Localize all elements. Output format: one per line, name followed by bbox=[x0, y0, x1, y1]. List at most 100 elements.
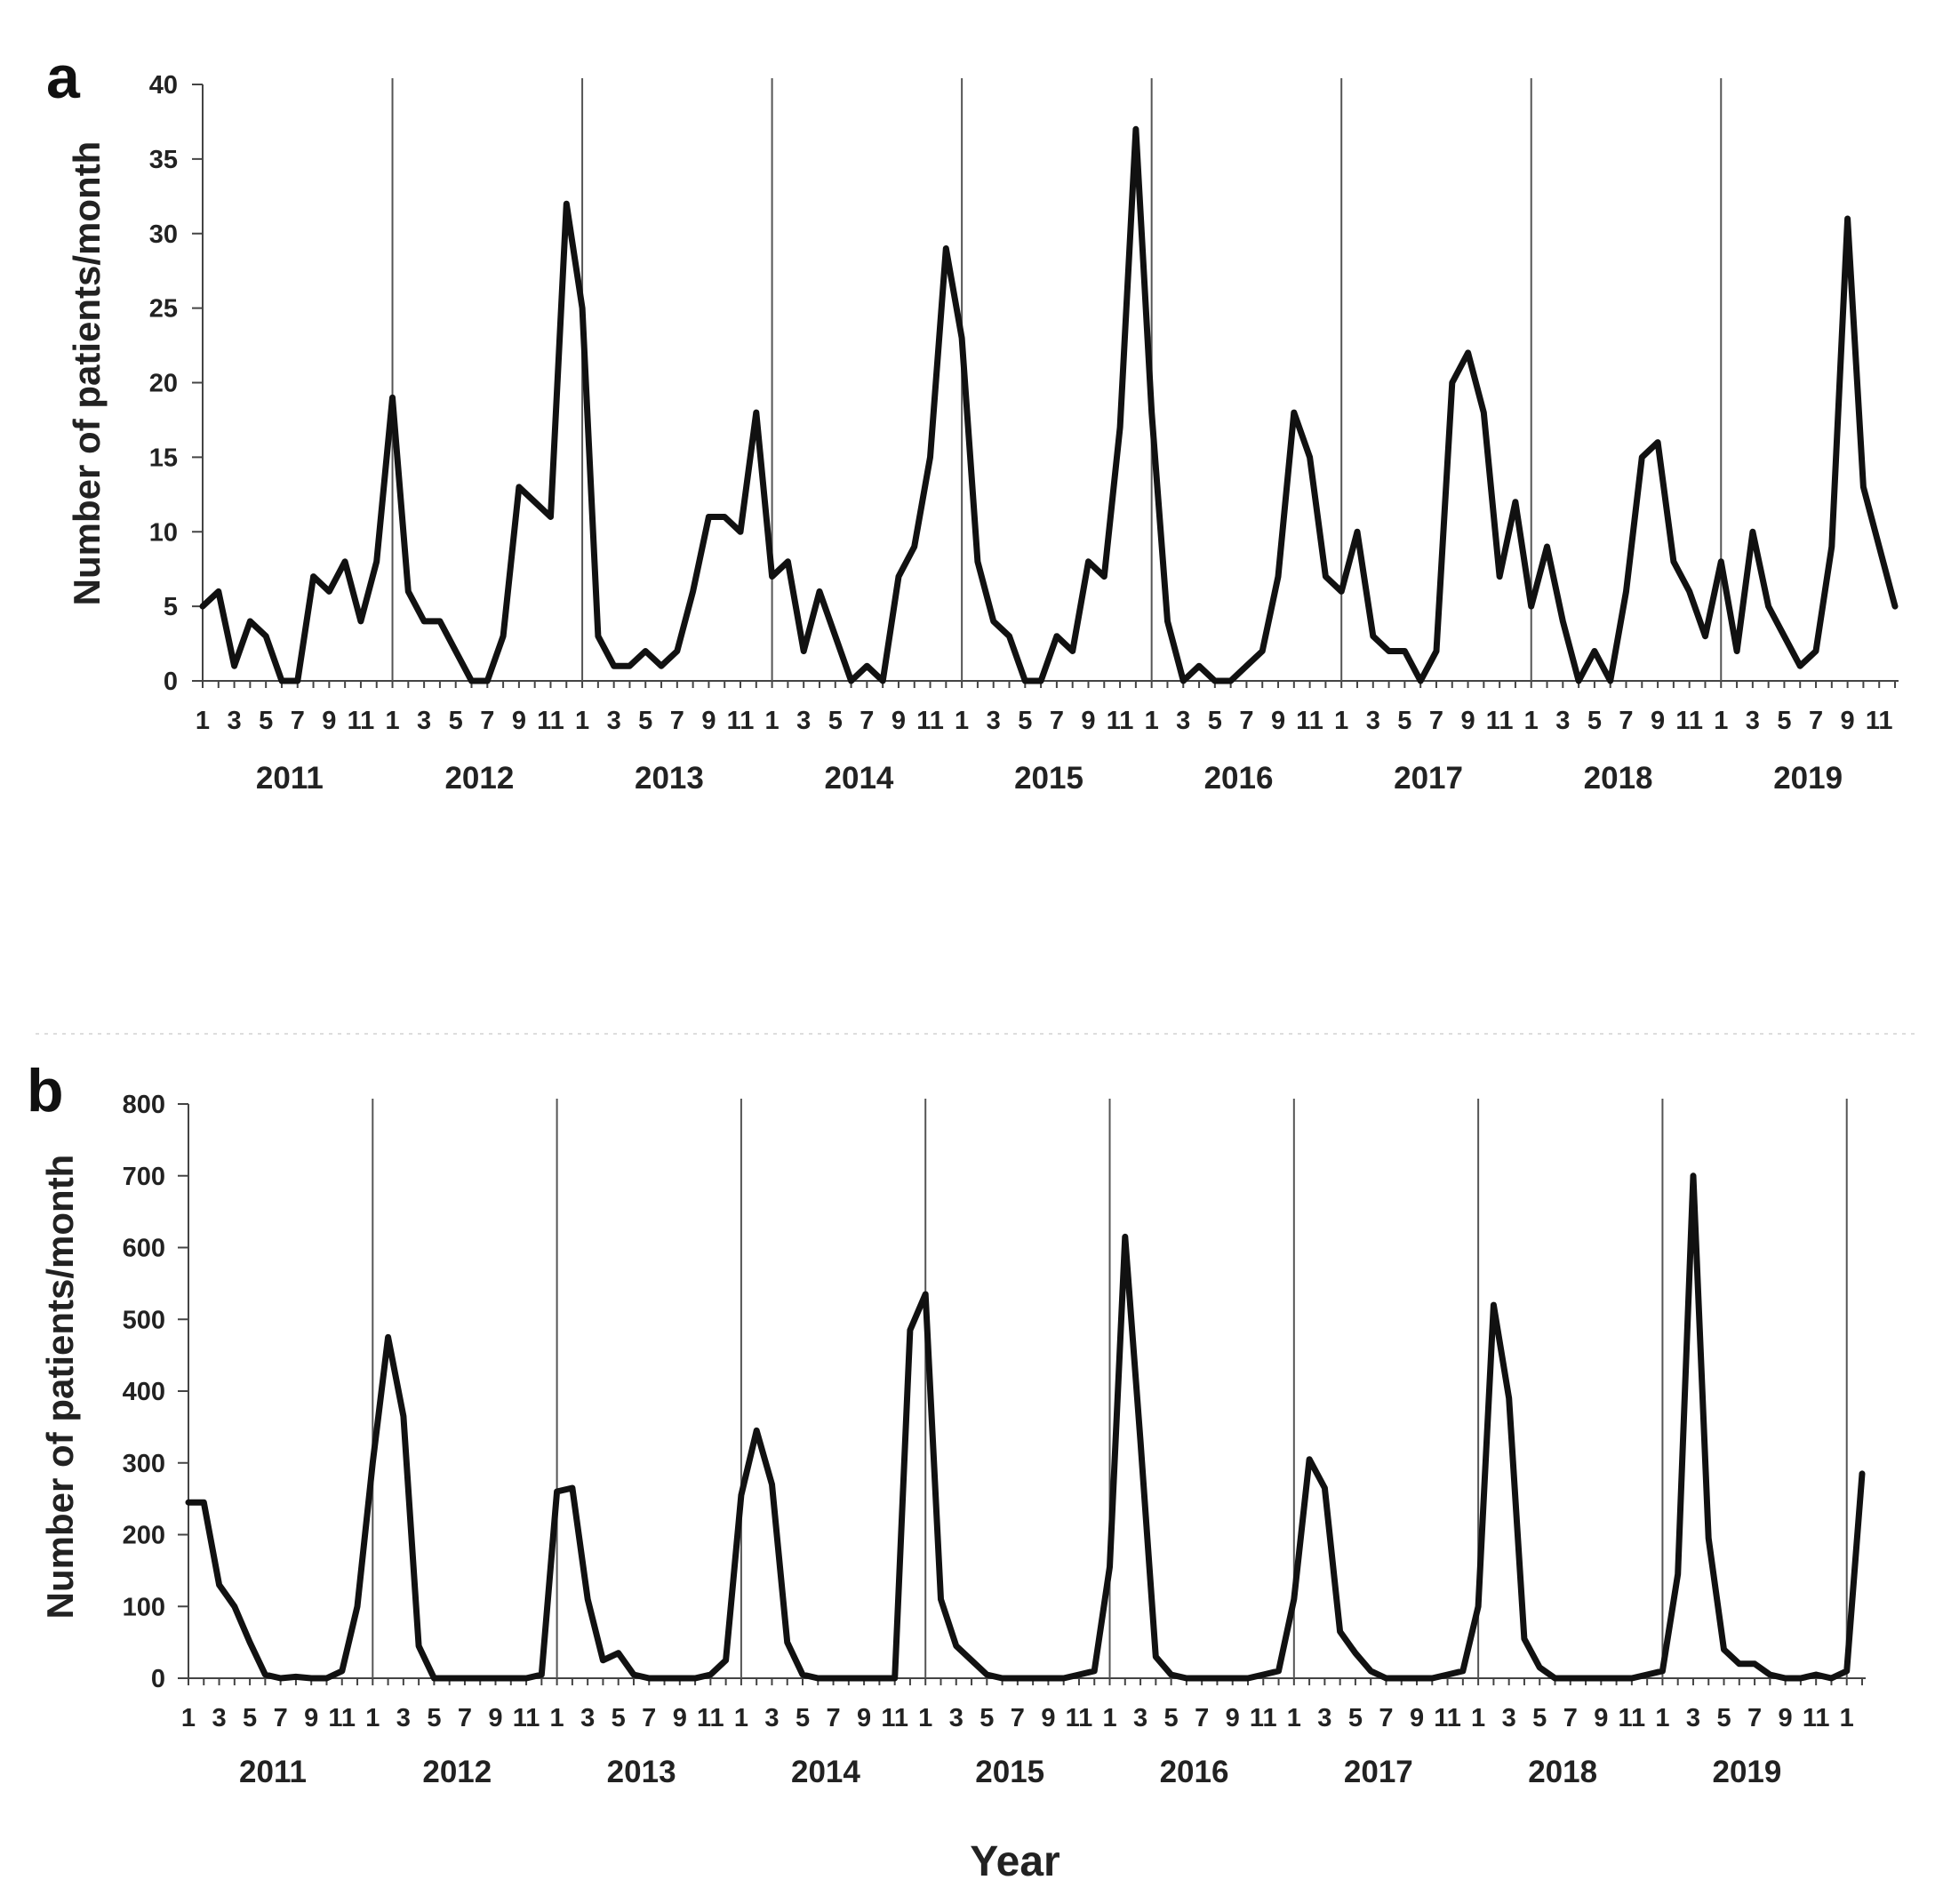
year-label: 2015 bbox=[1014, 761, 1083, 796]
year-label: 2013 bbox=[635, 761, 704, 796]
x-month-label: 5 bbox=[1777, 707, 1791, 735]
x-month-label: 7 bbox=[480, 707, 494, 735]
x-month-label: 11 bbox=[1675, 707, 1703, 735]
x-month-label: 5 bbox=[979, 1704, 994, 1732]
x-month-label: 5 bbox=[259, 707, 273, 735]
x-month-label: 5 bbox=[638, 707, 652, 735]
x-month-label: 5 bbox=[796, 1704, 810, 1732]
x-month-label: 3 bbox=[1176, 707, 1190, 735]
x-month-label: 7 bbox=[860, 707, 874, 735]
x-month-label: 7 bbox=[458, 1704, 472, 1732]
x-month-label: 3 bbox=[417, 707, 431, 735]
y-tick-label: 15 bbox=[149, 444, 178, 472]
x-month-label: 9 bbox=[1841, 707, 1855, 735]
year-label: 2013 bbox=[607, 1755, 676, 1789]
year-label: 2017 bbox=[1394, 761, 1463, 796]
x-month-label: 7 bbox=[1809, 707, 1823, 735]
x-month-label: 9 bbox=[1410, 1704, 1424, 1732]
x-month-label: 1 bbox=[765, 707, 780, 735]
x-month-label: 7 bbox=[1011, 1704, 1025, 1732]
x-month-label: 11 bbox=[727, 707, 755, 735]
panel-a-chart: a Number of patients/month 0510152025303… bbox=[46, 44, 1899, 796]
x-month-label: 5 bbox=[1532, 1704, 1547, 1732]
x-month-label: 7 bbox=[1050, 707, 1064, 735]
x-month-label: 9 bbox=[701, 707, 716, 735]
panel-b-series bbox=[185, 1172, 1866, 1682]
x-month-label: 11 bbox=[881, 1704, 908, 1732]
panel-a-year-labels: 2011 2012 2013 2014 2015 2016 2017 2018 2019 bbox=[256, 761, 1843, 796]
y-tick-label: 600 bbox=[123, 1235, 165, 1263]
x-month-label: 3 bbox=[396, 1704, 411, 1732]
x-month-label: 5 bbox=[1397, 707, 1411, 735]
x-month-label: 5 bbox=[243, 1704, 257, 1732]
x-month-label: 7 bbox=[1619, 707, 1633, 735]
x-month-label: 5 bbox=[1164, 1704, 1179, 1732]
x-month-label: 7 bbox=[1747, 1704, 1762, 1732]
x-month-label: 1 bbox=[196, 707, 210, 735]
x-month-label: 5 bbox=[427, 1704, 441, 1732]
x-month-label: 3 bbox=[949, 1704, 964, 1732]
year-label: 2015 bbox=[975, 1755, 1044, 1789]
year-label: 2012 bbox=[444, 761, 514, 796]
panel-a-letter: a bbox=[46, 44, 81, 111]
x-month-label: 11 bbox=[1803, 1704, 1830, 1732]
x-month-label: 7 bbox=[1379, 1704, 1393, 1732]
x-month-label: 1 bbox=[1334, 707, 1348, 735]
y-tick-label: 0 bbox=[164, 668, 178, 696]
x-month-label: 7 bbox=[670, 707, 684, 735]
x-month-label: 7 bbox=[1563, 1704, 1578, 1732]
x-month-label: 9 bbox=[892, 707, 906, 735]
x-month-label: 1 bbox=[1102, 1704, 1116, 1732]
x-month-label: 7 bbox=[826, 1704, 840, 1732]
panel-a-y-axis-label: Number of patients/month bbox=[66, 141, 108, 606]
y-tick-label: 400 bbox=[123, 1378, 165, 1406]
x-month-label: 3 bbox=[987, 707, 1001, 735]
year-label: 2014 bbox=[791, 1755, 860, 1789]
x-month-label: 11 bbox=[697, 1704, 724, 1732]
year-label: 2012 bbox=[422, 1755, 492, 1789]
x-month-label: 11 bbox=[1107, 707, 1134, 735]
y-tick-label: 800 bbox=[123, 1091, 165, 1119]
x-month-label: 5 bbox=[1716, 1704, 1731, 1732]
x-month-label: 1 bbox=[1840, 1704, 1854, 1732]
x-month-label: 1 bbox=[550, 1704, 564, 1732]
panel-b-letter: b bbox=[27, 1057, 64, 1124]
x-month-label: 11 bbox=[1866, 707, 1893, 735]
x-month-label: 9 bbox=[304, 1704, 318, 1732]
x-month-label: 3 bbox=[228, 707, 242, 735]
x-month-label: 1 bbox=[918, 1704, 932, 1732]
x-month-label: 11 bbox=[513, 1704, 540, 1732]
x-month-label: 5 bbox=[1587, 707, 1602, 735]
x-month-label: 1 bbox=[365, 1704, 380, 1732]
x-month-label: 3 bbox=[764, 1704, 779, 1732]
panel-b-x-axis-title: Year bbox=[970, 1838, 1059, 1885]
x-month-label: 7 bbox=[1429, 707, 1443, 735]
x-month-label: 11 bbox=[1619, 1704, 1646, 1732]
year-label: 2016 bbox=[1204, 761, 1274, 796]
x-month-label: 1 bbox=[734, 1704, 748, 1732]
x-month-label: 9 bbox=[488, 1704, 502, 1732]
x-month-label: 11 bbox=[537, 707, 564, 735]
x-month-label: 9 bbox=[1081, 707, 1095, 735]
x-month-label: 9 bbox=[1460, 707, 1475, 735]
x-month-label: 7 bbox=[274, 1704, 288, 1732]
y-tick-label: 35 bbox=[149, 146, 178, 174]
x-month-label: 1 bbox=[1714, 707, 1728, 735]
x-month-label: 1 bbox=[181, 1704, 196, 1732]
x-month-label: 3 bbox=[1366, 707, 1380, 735]
x-month-label: 3 bbox=[212, 1704, 226, 1732]
x-month-label: 11 bbox=[1434, 1704, 1461, 1732]
x-month-label: 3 bbox=[796, 707, 811, 735]
x-month-label: 1 bbox=[1471, 1704, 1485, 1732]
year-label: 2018 bbox=[1584, 761, 1653, 796]
x-month-label: 9 bbox=[512, 707, 526, 735]
y-tick-label: 700 bbox=[123, 1163, 165, 1191]
x-month-label: 3 bbox=[1686, 1704, 1700, 1732]
year-label: 2017 bbox=[1344, 1755, 1413, 1789]
y-tick-label: 10 bbox=[149, 518, 178, 547]
x-month-label: 5 bbox=[612, 1704, 626, 1732]
x-month-label: 1 bbox=[1287, 1704, 1301, 1732]
year-label: 2014 bbox=[825, 761, 894, 796]
panel-a-x-ticks: 1 3 5 7 9 11 1 3 5 7 9 11 1 3 5 7 9 11 1 3 5 7 9 11 1 3 5 7 9 11 1 3 5 7 9… bbox=[196, 681, 1896, 735]
x-month-label: 9 bbox=[1271, 707, 1285, 735]
